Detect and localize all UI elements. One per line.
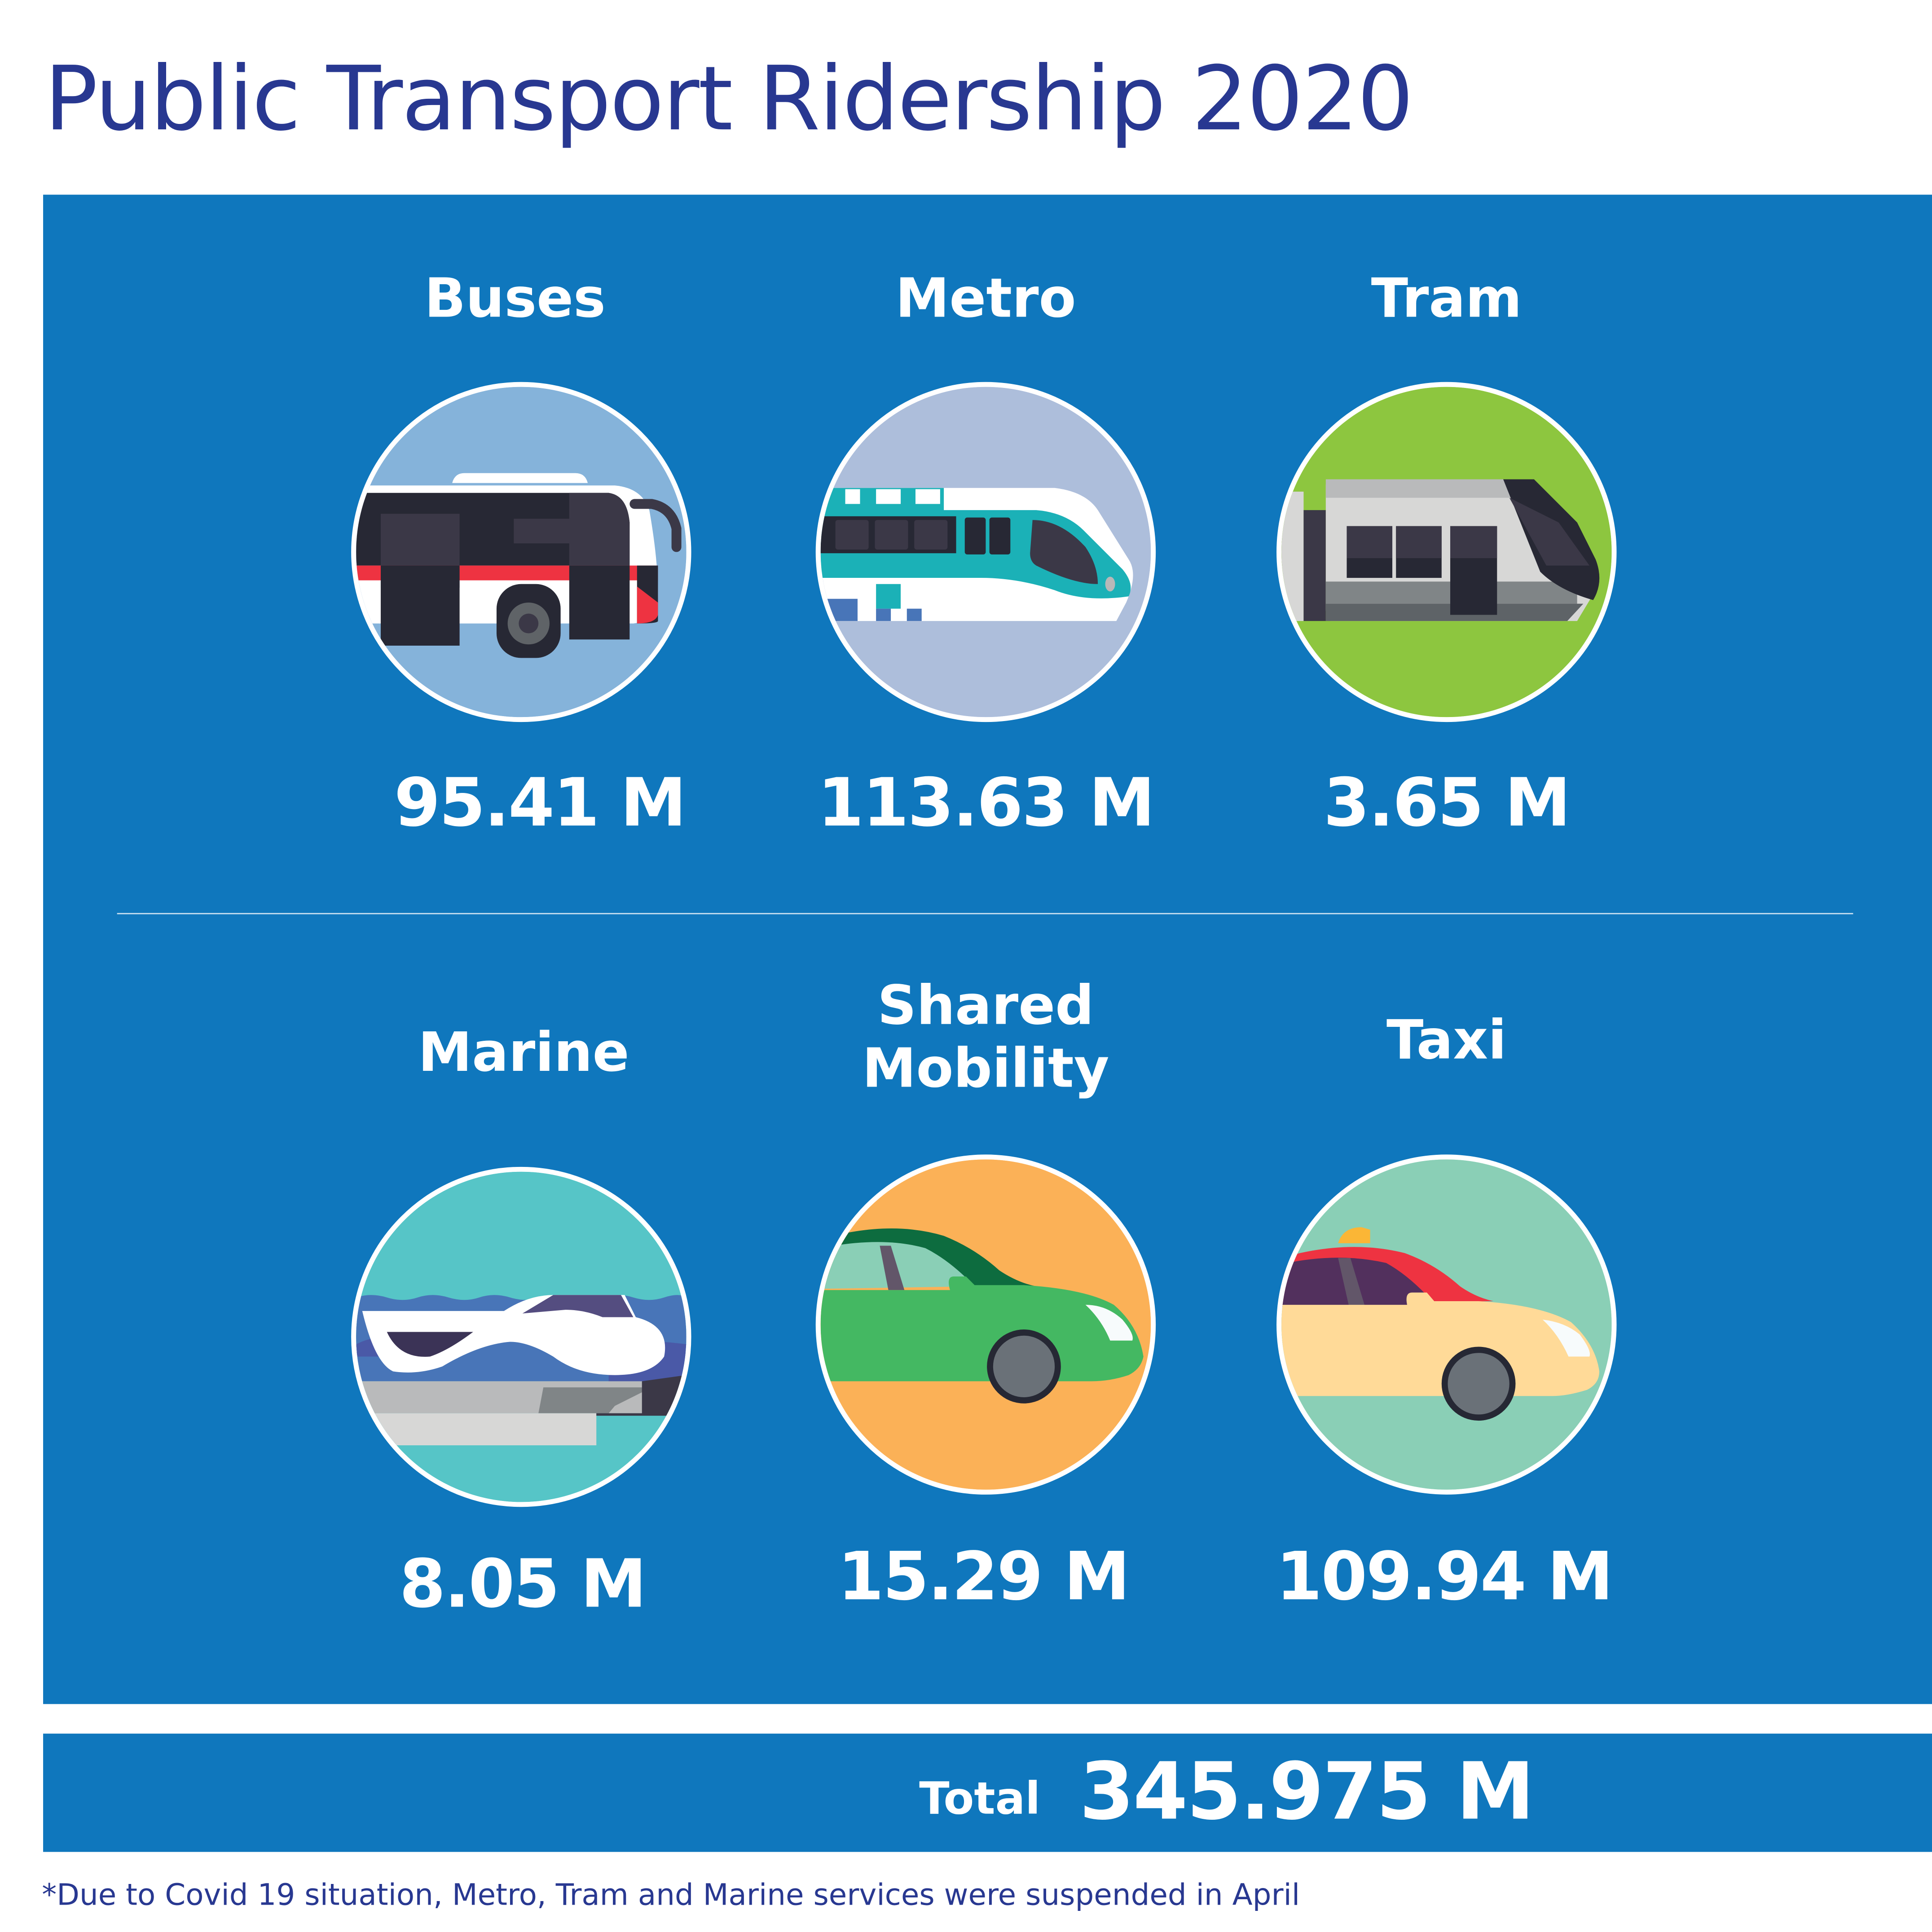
row-divider [117,913,1853,915]
boat-icon [351,1166,691,1507]
mode-value-marine: 8.05 M [399,1545,647,1623]
mode-value-tram: 3.65 M [1323,764,1571,842]
bus-icon [351,382,691,722]
footnote: *Due to Covid 19 situation, Metro, Tram … [42,1878,1300,1913]
mode-label-buses: Buses [424,267,606,330]
total-label: Total [919,1774,1041,1825]
taxi-icon [1276,1154,1617,1495]
mode-value-shared-mobility: 15.29 M [837,1537,1130,1615]
mode-label-marine: Marine [418,1021,629,1084]
mode-label-shared-mobility: Shared Mobility [862,974,1109,1100]
page-title: Public Transport Ridership 2020 [44,47,1414,150]
tram-icon [1276,382,1617,722]
mode-value-buses: 95.41 M [394,764,687,842]
mode-label-taxi: Taxi [1386,1009,1507,1072]
mode-label-tram: Tram [1371,267,1522,330]
metro-train-icon [815,382,1156,722]
mode-label-metro: Metro [895,267,1076,330]
mode-value-taxi: 109.94 M [1276,1537,1614,1615]
mode-value-metro: 113.63 M [817,764,1155,842]
car-icon [815,1154,1156,1495]
total-value: 345.975 M [1079,1747,1535,1839]
total-bar [43,1734,1932,1852]
